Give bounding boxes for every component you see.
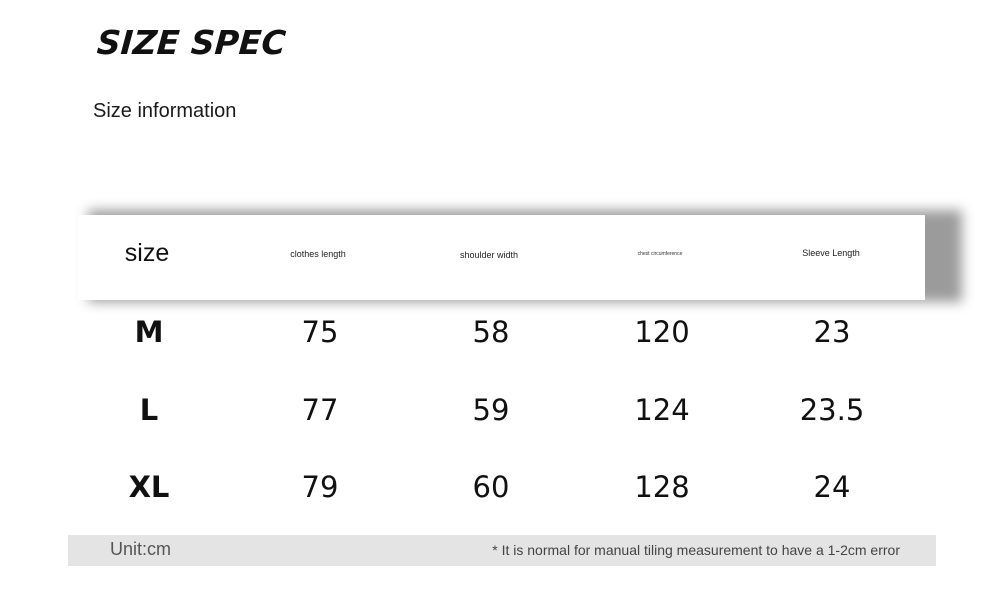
header-shoulder-width: shoulder width — [459, 250, 519, 260]
shoulder-width-cell: 58 — [472, 315, 510, 349]
table-header — [78, 215, 925, 300]
unit-label: Unit:cm — [110, 539, 172, 559]
clothes-length-cell: 75 — [301, 315, 339, 349]
chest-cell: 120 — [634, 315, 690, 349]
sleeve-cell: 24 — [813, 470, 851, 504]
page-subtitle: Size information — [93, 100, 237, 122]
measurement-note: * It is normal for manual tiling measure… — [492, 542, 900, 558]
size-cell: XL — [128, 470, 170, 504]
header-sleeve-length: Sleeve Length — [802, 248, 860, 258]
header-clothes-length: clothes length — [290, 249, 346, 259]
sleeve-cell: 23 — [813, 315, 851, 349]
shoulder-width-cell: 60 — [472, 470, 510, 504]
chest-cell: 128 — [634, 470, 690, 504]
chest-cell: 124 — [634, 393, 690, 427]
size-cell: M — [134, 315, 164, 349]
clothes-length-cell: 77 — [301, 393, 339, 427]
header-chest-circumference: chest circumference — [637, 251, 683, 257]
footer-band — [68, 535, 936, 566]
shoulder-width-cell: 59 — [472, 393, 510, 427]
size-cell: L — [139, 393, 159, 427]
sleeve-cell: 23.5 — [799, 393, 865, 427]
header-size: size — [124, 239, 170, 267]
page-title: SIZE SPEC — [95, 23, 288, 62]
clothes-length-cell: 79 — [301, 470, 339, 504]
